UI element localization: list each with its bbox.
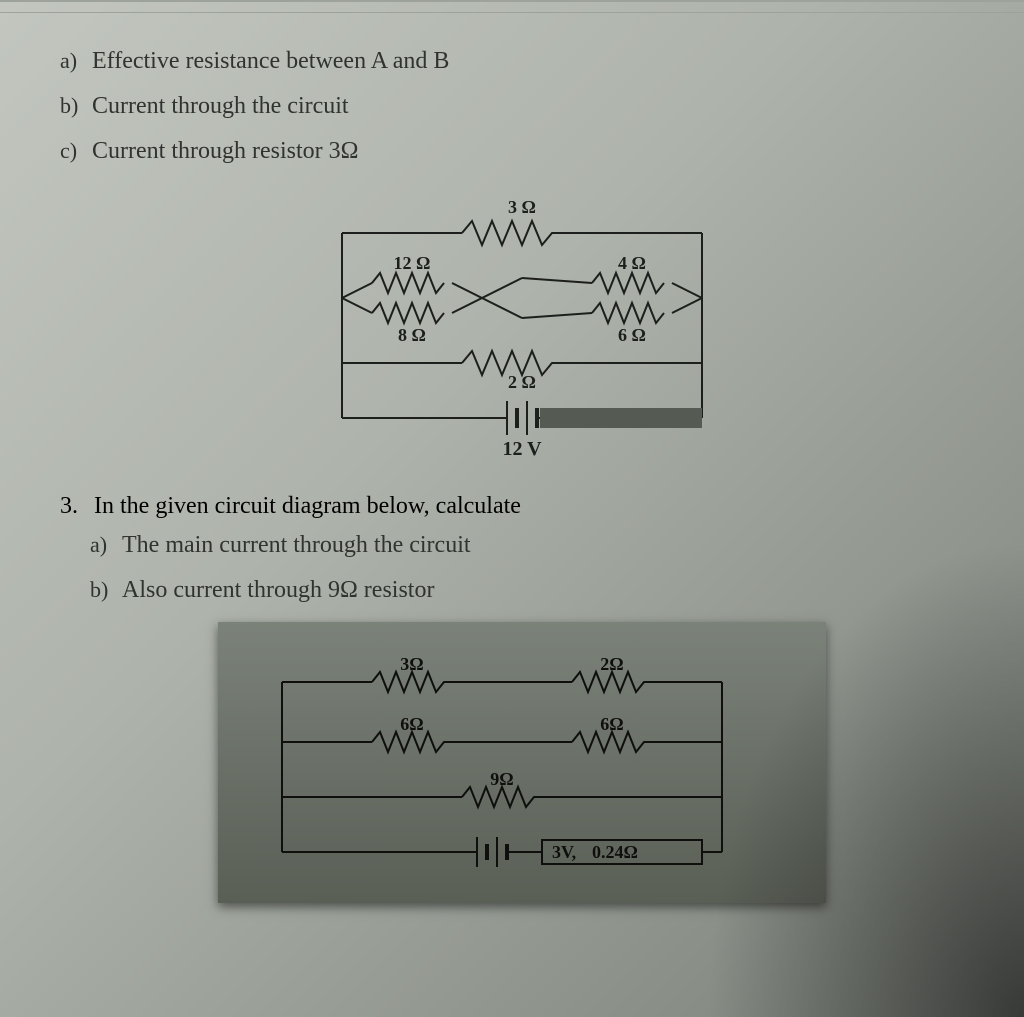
label-6ohm: 6 Ω [618,325,646,345]
q3-number: 3. [60,493,90,520]
label-3ohm: 3 Ω [508,197,536,217]
question-3: 3. In the given circuit diagram below, c… [60,493,984,520]
part-b-marker: b) [60,93,88,119]
part-a-text: Effective resistance between A and B [92,48,449,74]
diagram-2-photo: 3V, 0.24Ω 3Ω 2Ω 6Ω 6Ω 9Ω [218,622,826,903]
q3-part-a: a) The main current through the circuit [90,532,984,559]
circuit-svg-2: 3V, 0.24Ω 3Ω 2Ω 6Ω 6Ω 9Ω [242,642,762,882]
part-c-text: Current through resistor 3Ω [92,138,358,164]
label-2ohm: 2 Ω [508,372,536,392]
q3-b-marker: b) [90,577,118,603]
part-a-marker: a) [60,48,88,74]
part-a: a) Effective resistance between A and B [60,48,984,75]
label-4ohm: 4 Ω [618,253,646,273]
circuit-diagram-1: 3 Ω 12 Ω 4 Ω 8 Ω 6 Ω 2 Ω 12 V [60,183,984,463]
q3-b-text: Also current through 9Ω resistor [122,577,434,603]
page: { "q_prev": { "a": { "marker": "a)", "te… [0,0,1024,1017]
label-b3r: 9Ω [490,769,513,789]
label-int-r: 0.24Ω [592,842,638,862]
part-c-marker: c) [60,138,88,164]
circuit-diagram-2: 3V, 0.24Ω 3Ω 2Ω 6Ω 6Ω 9Ω [60,622,984,903]
label-b2r2: 6Ω [600,714,623,734]
q3-a-text: The main current through the circuit [122,532,471,558]
label-emf: 3V, [552,842,576,862]
label-b1r1: 3Ω [400,654,423,674]
label-b2r1: 6Ω [400,714,423,734]
q3-stem: In the given circuit diagram below, calc… [94,493,521,519]
label-12v: 12 V [502,438,542,460]
part-b-text: Current through the circuit [92,93,349,119]
circuit-svg-1: 3 Ω 12 Ω 4 Ω 8 Ω 6 Ω 2 Ω 12 V [282,183,762,463]
q3-parts: a) The main current through the circuit … [90,532,984,604]
label-8ohm: 8 Ω [398,325,426,345]
previous-question-parts: a) Effective resistance between A and B … [60,48,984,165]
label-12ohm: 12 Ω [394,253,431,273]
part-b: b) Current through the circuit [60,93,984,120]
q3-part-b: b) Also current through 9Ω resistor [90,577,984,604]
label-b1r2: 2Ω [600,654,623,674]
part-c: c) Current through resistor 3Ω [60,138,984,165]
q3-a-marker: a) [90,532,118,558]
